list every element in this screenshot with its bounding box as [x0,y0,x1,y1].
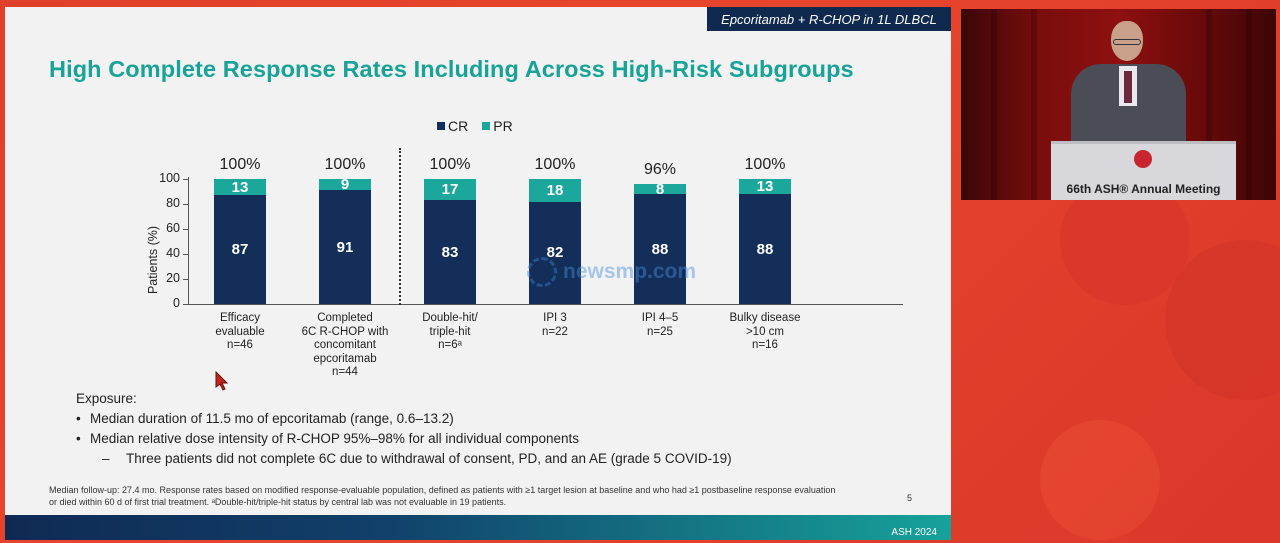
x-category-label: Bulky disease >10 cm n=16 [729,312,801,351]
bar-segment-pr: 17 [424,179,476,201]
bar-stack: 17 83 [424,179,476,304]
sub-bullet-text: Three patients did not complete 6C due t… [126,451,732,466]
x-axis-line [188,304,903,305]
legend-label: PR [493,118,513,134]
y-tick-mark [183,179,188,180]
y-tick-mark [183,229,188,230]
y-tick-label: 100 [159,171,180,185]
footnote-line: Median follow-up: 27.4 mo. Response rate… [49,485,836,495]
y-tick-label: 20 [166,271,180,285]
bullet-text: Median duration of 11.5 mo of epcoritama… [90,411,454,426]
y-tick-mark [183,279,188,280]
chart-legend: CR PR [437,118,513,134]
bar-total-label: 100% [744,156,786,173]
page-number: 5 [907,493,913,503]
slide-tag: Epcoritamab + R-CHOP in 1L DLBCL [707,7,951,31]
y-tick-label: 60 [166,221,180,235]
footer-label: ASH 2024 [891,527,937,538]
bar-segment-pr: 8 [634,181,686,198]
x-category-label: Completed 6C R-CHOP with concomitant epcori… [301,312,389,378]
x-category-label: Double-hit/triple-hit n=6ᵃ [422,312,478,351]
bar-total-label: 100% [219,156,261,173]
bar-stack: 18 82 [529,179,581,304]
sub-bullet-item: – Three patients did not complete 6C due … [102,451,732,466]
legend-swatch-pr [482,122,491,130]
podium: 66th ASH® Annual Meeting [1051,141,1236,200]
legend-item-cr: CR [437,118,468,134]
bar-segment-cr: 82 [529,201,581,304]
bar-segment-pr: 13 [214,179,266,196]
y-tick-mark [183,304,188,305]
footnote-line: or died within 60 d of first trial treat… [49,497,507,507]
y-tick-label: 40 [166,246,180,260]
exposure-heading: Exposure: [76,391,137,406]
y-tick-mark [183,204,188,205]
watermark-logo-icon [527,257,557,287]
sub-bullet-marker: – [102,451,110,466]
slide-title: High Complete Response Rates Including A… [49,56,854,82]
x-category-label: IPI 3 n=22 [542,312,568,338]
footnote: Median follow-up: 27.4 mo. Response rate… [49,484,909,508]
x-category-label: Efficacy evaluable n=46 [215,312,265,351]
x-category-label: IPI 4–5 n=25 [641,312,679,338]
bar-total-label: 100% [429,156,471,173]
bullet-text: Median relative dose intensity of R-CHOP… [90,431,580,446]
presentation-slide: Epcoritamab + R-CHOP in 1L DLBCL High Co… [5,7,951,540]
legend-item-pr: PR [482,118,513,134]
bar-total-label: 96% [643,161,677,178]
legend-label: CR [448,118,469,134]
bar-segment-pr: 13 [739,178,791,195]
y-axis-line [188,177,189,305]
speaker-video-panel: 66th ASH® Annual Meeting [961,9,1276,200]
watermark: newsmp.com [527,257,696,287]
bar-stack: 13 88 [739,178,791,304]
bar-segment-cr: 83 [424,200,476,304]
bar-segment-cr: 88 [739,194,791,304]
bar-segment-pr: 18 [529,179,581,202]
y-tick-label: 80 [166,196,180,210]
ash-logo-icon [1134,150,1152,168]
bullet-item: • Median relative dose intensity of R-CHO… [76,431,580,446]
y-tick-label: 0 [173,296,180,310]
y-tick-mark [183,254,188,255]
bar-segment-cr: 87 [214,195,266,304]
bar-segment-cr: 91 [319,190,371,304]
bar-stack: 13 87 [214,179,266,304]
footer-bar [5,515,951,540]
speaker-head [1111,21,1143,61]
decorative-circle [1040,420,1160,540]
subgroup-divider [399,148,401,305]
bar-segment-pr: 9 [319,176,371,193]
bullet-item: • Median duration of 11.5 mo of epcoritam… [76,411,454,426]
legend-swatch-cr [437,122,445,130]
bar-stack: 9 91 [319,176,371,304]
bar-total-label: 100% [534,156,576,173]
bar-stack: 8 88 [634,181,686,304]
bar-segment-cr: 88 [634,194,686,304]
watermark-text: newsmp.com [563,260,697,283]
mouse-pointer-icon [215,371,229,391]
bar-total-label: 100% [324,156,366,173]
podium-text: 66th ASH® Annual Meeting [1066,182,1221,196]
